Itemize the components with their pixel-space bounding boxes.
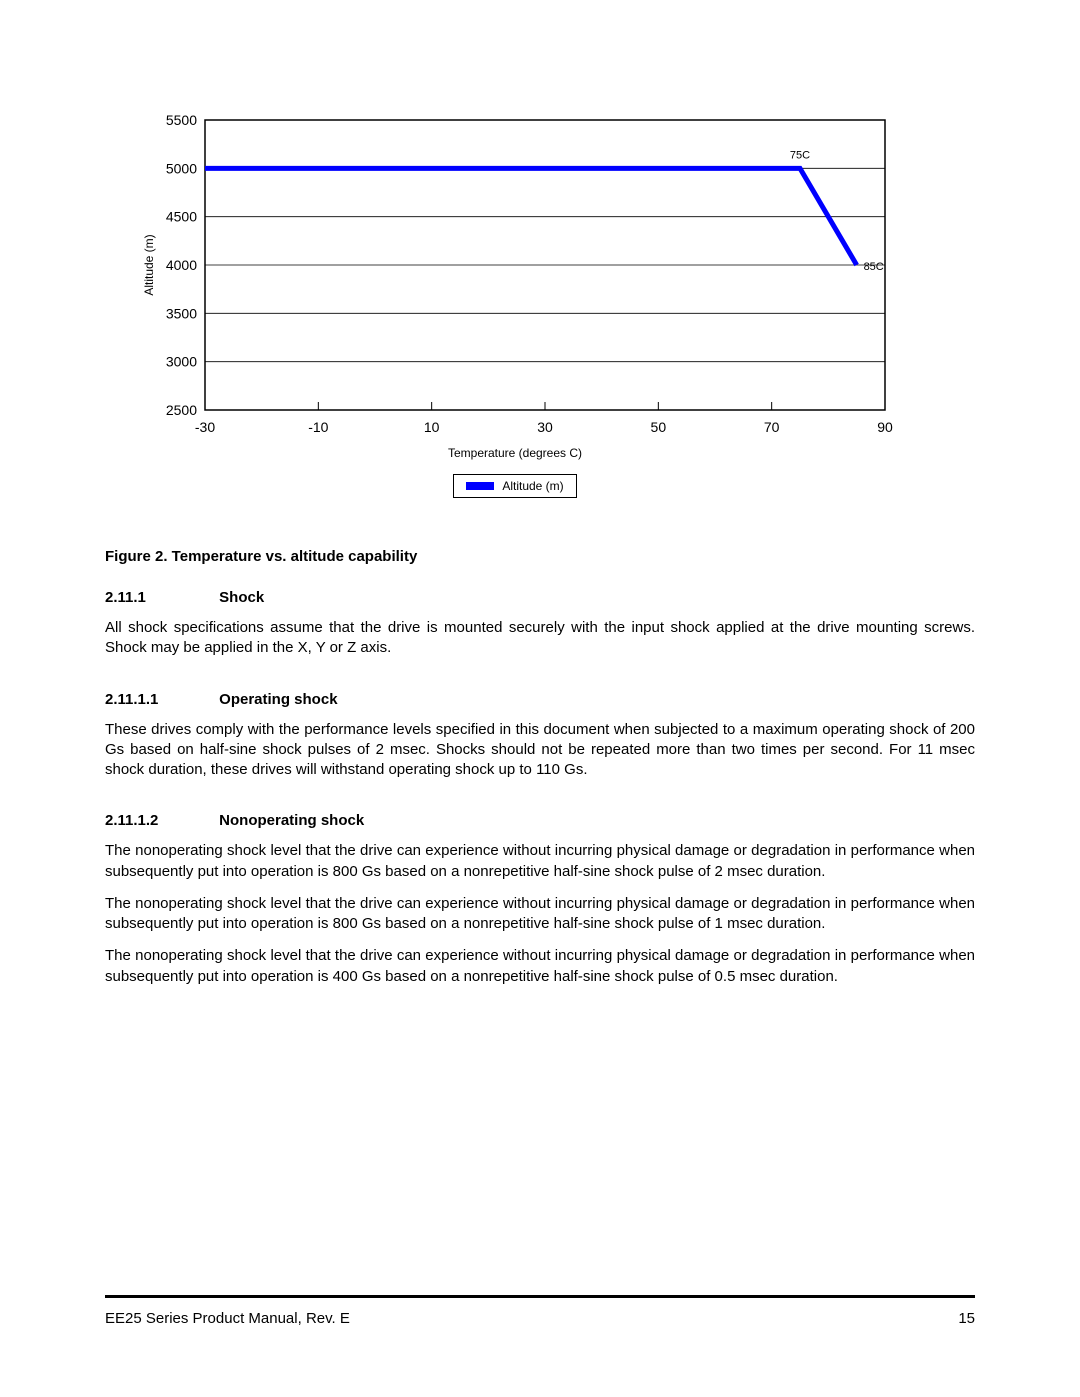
- altitude-chart: 2500 3000 3500 4000 4500 5000 5500 -30 -10 10 30 50…: [135, 110, 895, 440]
- section-number: 2.11.1: [105, 589, 215, 606]
- section-number: 2.11.1.2: [105, 812, 215, 829]
- svg-text:10: 10: [424, 419, 440, 435]
- svg-text:5000: 5000: [166, 160, 197, 176]
- paragraph: These drives comply with the performance…: [105, 720, 975, 781]
- legend-label: Altitude (m): [502, 479, 563, 493]
- svg-text:3000: 3000: [166, 354, 197, 370]
- section-heading-nonoperating-shock: 2.11.1.2 Nonoperating shock: [105, 812, 975, 829]
- svg-text:85C: 85C: [864, 261, 884, 273]
- chart-container: 2500 3000 3500 4000 4500 5000 5500 -30 -10 10 30 50…: [135, 110, 895, 498]
- paragraph: All shock specifications assume that the…: [105, 618, 975, 659]
- section-number: 2.11.1.1: [105, 691, 215, 708]
- paragraph: The nonoperating shock level that the dr…: [105, 894, 975, 935]
- svg-text:75C: 75C: [790, 150, 810, 162]
- section-heading-operating-shock: 2.11.1.1 Operating shock: [105, 691, 975, 708]
- page-footer: EE25 Series Product Manual, Rev. E 15: [105, 1295, 975, 1327]
- svg-text:Altitude (m): Altitude (m): [142, 234, 156, 295]
- svg-text:4500: 4500: [166, 209, 197, 225]
- section-title: Operating shock: [219, 691, 337, 708]
- section-heading-shock: 2.11.1 Shock: [105, 589, 975, 606]
- figure-caption: Figure 2. Temperature vs. altitude capab…: [105, 548, 975, 565]
- chart-legend: Altitude (m): [453, 474, 576, 498]
- footer-page-number: 15: [958, 1310, 975, 1327]
- svg-text:90: 90: [877, 419, 893, 435]
- svg-text:-10: -10: [308, 419, 328, 435]
- svg-text:2500: 2500: [166, 402, 197, 418]
- footer-left: EE25 Series Product Manual, Rev. E: [105, 1310, 350, 1327]
- svg-text:3500: 3500: [166, 305, 197, 321]
- x-axis-label: Temperature (degrees C): [135, 446, 895, 460]
- svg-text:5500: 5500: [166, 112, 197, 128]
- legend-swatch: [466, 482, 494, 490]
- section-title: Shock: [219, 589, 264, 606]
- svg-text:50: 50: [651, 419, 667, 435]
- section-title: Nonoperating shock: [219, 812, 364, 829]
- svg-text:-30: -30: [195, 419, 215, 435]
- paragraph: The nonoperating shock level that the dr…: [105, 841, 975, 882]
- svg-text:30: 30: [537, 419, 553, 435]
- paragraph: The nonoperating shock level that the dr…: [105, 946, 975, 987]
- svg-text:4000: 4000: [166, 257, 197, 273]
- svg-text:70: 70: [764, 419, 780, 435]
